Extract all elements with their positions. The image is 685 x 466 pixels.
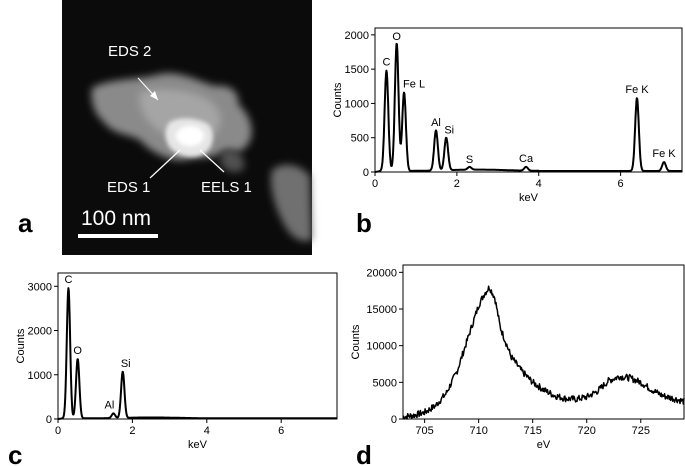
y-tick-label: 0 xyxy=(46,414,52,426)
y-tick-label: 0 xyxy=(391,414,397,426)
y-tick-label: 5000 xyxy=(373,377,397,389)
x-tick-label: 705 xyxy=(415,425,433,437)
eds1-pointer xyxy=(149,149,181,179)
plot-frame xyxy=(402,264,685,420)
eds2-arrowhead xyxy=(150,91,158,100)
peak-label: O xyxy=(73,345,82,357)
scale-bar xyxy=(78,234,158,238)
x-tick-label: 715 xyxy=(524,425,542,437)
panel-d-letter: d xyxy=(356,440,372,466)
peak-label: C xyxy=(64,274,72,286)
peak-label: Al xyxy=(431,117,441,129)
eels1-pointer xyxy=(199,149,225,173)
peak-label: Al xyxy=(105,400,115,412)
y-axis-label: Counts xyxy=(332,82,344,117)
y-tick-label: 1500 xyxy=(345,64,369,76)
particle-cluster xyxy=(91,73,312,242)
x-tick-label: 4 xyxy=(536,178,542,190)
scale-bar-label: 100 nm xyxy=(81,207,151,230)
x-tick-label: 710 xyxy=(469,425,487,437)
y-tick-label: 1000 xyxy=(345,98,369,110)
x-tick-label: 720 xyxy=(578,425,596,437)
x-tick-label: 2 xyxy=(454,178,460,190)
x-tick-label: 6 xyxy=(618,178,624,190)
peak-label: Ca xyxy=(519,153,534,165)
y-tick-label: 0 xyxy=(363,167,369,179)
x-axis-label: eV xyxy=(537,439,551,451)
eels-spectrum-chart-d: 705 710 715 720 725 0 5000 10000 15000 20000 eV Cou… xyxy=(350,264,685,451)
y-tick-label: 1000 xyxy=(28,370,52,382)
panel-a-micrograph: EDS 2 EDS 1 EELS 1 100 nm a xyxy=(18,0,312,255)
x-tick-label: 4 xyxy=(204,425,210,437)
y-axis-label: Counts xyxy=(350,324,362,359)
x-tick-label: 0 xyxy=(55,425,61,437)
eds1-label: EDS 1 xyxy=(107,179,150,196)
eels-line xyxy=(402,285,685,420)
panel-a-letter: a xyxy=(18,208,33,238)
eds2-label: EDS 2 xyxy=(108,43,151,60)
peak-label: Si xyxy=(121,358,131,370)
peak-label: O xyxy=(392,31,401,43)
panel-b-letter: b xyxy=(356,208,372,238)
peak-label: C xyxy=(382,57,390,69)
eds-spectrum-chart-c: 0 2 4 6 0 1000 2000 3000 keV Counts C O Al Si xyxy=(15,272,338,451)
spectrum-line xyxy=(374,42,683,173)
eels1-label: EELS 1 xyxy=(201,179,252,196)
x-tick-label: 725 xyxy=(632,425,650,437)
plot-frame xyxy=(57,272,338,420)
x-axis-label: keV xyxy=(188,439,208,451)
panel-c-letter: c xyxy=(8,440,22,466)
peak-label: Si xyxy=(444,124,454,136)
peak-label: Fe K xyxy=(652,148,676,160)
y-tick-label: 15000 xyxy=(366,304,397,316)
x-axis-label: keV xyxy=(519,192,539,204)
x-tick-label: 0 xyxy=(372,178,378,190)
y-axis-label: Counts xyxy=(15,328,27,363)
x-tick-label: 6 xyxy=(278,425,284,437)
y-tick-label: 20000 xyxy=(366,267,397,279)
y-tick-label: 3000 xyxy=(28,281,52,293)
plot-frame xyxy=(374,27,683,173)
peak-label: Fe L xyxy=(403,78,425,90)
y-tick-label: 500 xyxy=(351,133,369,145)
spectrum-line xyxy=(57,287,338,420)
x-tick-label: 2 xyxy=(129,425,135,437)
peak-label: Fe K xyxy=(625,84,649,96)
y-tick-label: 2000 xyxy=(28,326,52,338)
peak-label: S xyxy=(466,154,473,166)
y-tick-label: 10000 xyxy=(366,341,397,353)
y-tick-label: 2000 xyxy=(345,30,369,42)
